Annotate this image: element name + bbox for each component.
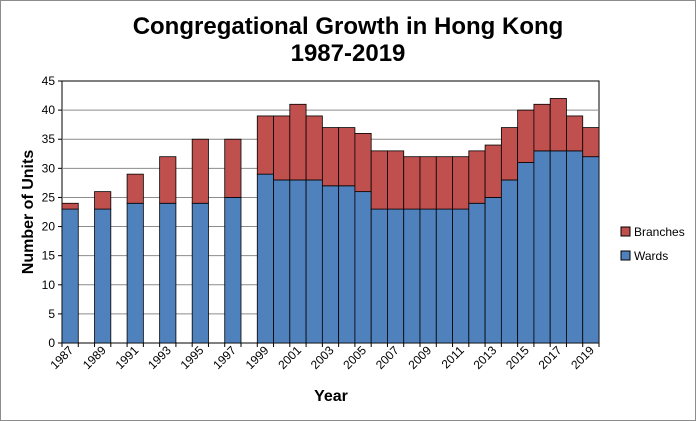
bar-wards-1999 [256,173,274,344]
bar-wards-2011 [452,208,470,344]
legend-label-wards: Wards [634,249,668,263]
y-tick-label: 10 [42,278,56,292]
bar-branches-2015 [517,109,535,163]
bar-wards-2002 [305,179,323,344]
bar-branches-2010 [435,156,453,210]
bar-branches-2014 [500,127,519,181]
y-tick-label: 45 [42,74,56,88]
bar-branches-2009 [419,156,437,210]
bar-wards-2019 [582,156,600,344]
bar-wards-2008 [403,208,421,344]
x-tick-label: 1991 [113,343,142,372]
bar-branches-2000 [273,115,291,181]
y-tick-label: 0 [48,336,55,350]
bar-branches-1997 [224,138,242,198]
bar-branches-2001 [289,103,307,181]
y-tick-label: 20 [42,220,56,234]
bar-wards-2007 [387,208,405,344]
x-tick-label: 2003 [308,343,337,372]
bar-branches-1993 [159,156,177,204]
bar-wards-2006 [370,208,388,344]
x-tick-label: 1997 [210,343,239,372]
bar-wards-2000 [273,179,291,344]
bar-branches-1999 [256,115,274,175]
bar-wards-2009 [419,208,437,344]
y-tick-label: 30 [42,161,56,175]
bar-wards-1997 [224,197,242,344]
legend-swatch-wards [620,250,631,261]
x-tick-label: 2017 [536,343,565,372]
y-tick-label: 35 [42,132,56,146]
x-tick-label: 1995 [178,343,207,372]
bar-wards-2018 [566,150,584,344]
bar-branches-2003 [321,127,340,187]
x-tick-label: 2015 [503,343,532,372]
bar-branches-2007 [387,150,405,210]
bar-branches-2002 [305,115,323,181]
bar-wards-2001 [289,179,307,344]
bar-branches-2016 [533,103,551,152]
bar-wards-2004 [338,185,356,344]
bar-branches-1991 [126,173,144,204]
bar-branches-2019 [582,127,600,158]
bar-branches-2018 [566,115,584,152]
bar-wards-2005 [354,191,372,344]
bar-wards-1993 [159,202,177,344]
bar-branches-2006 [370,150,388,210]
bar-branches-2011 [452,156,470,210]
bar-branches-1987 [61,202,79,210]
bar-wards-2016 [533,150,551,344]
y-tick-label: 5 [48,307,55,321]
bar-wards-1991 [126,202,144,344]
y-axis-ticks: 0 5 10 15 20 25 30 35 40 45 [42,74,62,350]
bar-wards-1989 [94,208,112,344]
bar-wards-2017 [549,150,567,344]
bar-wards-1987 [61,208,79,344]
y-tick-label: 25 [42,190,56,204]
bar-branches-1989 [94,191,112,210]
y-tick-label: 15 [42,249,56,263]
bar-wards-1995 [191,202,209,344]
bar-wards-2003 [321,185,340,344]
x-tick-label: 2001 [275,343,304,372]
bars [61,98,600,344]
bar-branches-2005 [354,132,372,193]
bar-branches-2012 [468,150,486,204]
bar-wards-2010 [435,208,453,344]
x-tick-label: 2011 [439,343,467,371]
legend-label-branches: Branches [634,225,685,239]
x-tick-label: 2019 [568,343,597,372]
x-axis-title: Year [314,388,348,405]
chart-title-line1: Congregational Growth in Hong Kong [133,13,564,40]
x-tick-label: 1989 [80,343,109,372]
x-tick-label: 1993 [145,343,174,372]
x-tick-label: 2013 [471,343,500,372]
bar-branches-2013 [484,144,502,198]
legend-swatch-branches [620,226,631,237]
bar-branches-2004 [338,127,356,187]
x-tick-label: 2007 [373,343,402,372]
bar-wards-2012 [468,202,486,344]
x-tick-label: 2009 [405,343,434,372]
bar-wards-2015 [517,162,535,344]
bar-wards-2013 [484,197,502,344]
x-tick-label: 1999 [243,343,272,372]
legend: Branches Wards [620,225,685,263]
x-axis-ticks: 1987 1989 1991 1993 1995 1997 1999 2001 2003 2005… [47,343,600,372]
y-axis-title: Number of Units [20,150,37,275]
bar-branches-2017 [549,98,567,152]
bar-branches-1995 [191,138,209,204]
bar-branches-2008 [403,156,421,210]
bar-wards-2014 [500,179,519,344]
chart-title-line2: 1987-2019 [291,40,406,67]
x-tick-label: 2005 [340,343,369,372]
y-tick-label: 40 [42,103,56,117]
